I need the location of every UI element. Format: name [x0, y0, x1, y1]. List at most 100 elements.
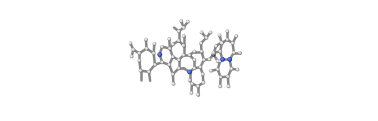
- Circle shape: [222, 58, 223, 60]
- Circle shape: [215, 45, 216, 46]
- Circle shape: [191, 83, 194, 85]
- Circle shape: [183, 54, 184, 55]
- Circle shape: [188, 70, 192, 74]
- Circle shape: [220, 41, 223, 44]
- Circle shape: [193, 50, 196, 53]
- Circle shape: [209, 31, 212, 34]
- Circle shape: [208, 58, 210, 60]
- Circle shape: [183, 44, 185, 47]
- Circle shape: [182, 34, 185, 37]
- Circle shape: [180, 20, 181, 21]
- Circle shape: [205, 37, 207, 38]
- Circle shape: [178, 40, 180, 42]
- Circle shape: [161, 45, 164, 48]
- Circle shape: [183, 27, 184, 28]
- Circle shape: [233, 52, 234, 53]
- Circle shape: [218, 50, 222, 53]
- Circle shape: [226, 75, 229, 78]
- Circle shape: [212, 53, 214, 55]
- Circle shape: [168, 63, 171, 66]
- Circle shape: [219, 85, 220, 87]
- Circle shape: [202, 73, 203, 75]
- Circle shape: [138, 59, 141, 62]
- Circle shape: [138, 52, 141, 55]
- Circle shape: [130, 55, 133, 58]
- Circle shape: [210, 69, 212, 72]
- Circle shape: [200, 31, 203, 34]
- Circle shape: [217, 68, 218, 70]
- Circle shape: [219, 60, 220, 61]
- Circle shape: [212, 52, 215, 54]
- Circle shape: [138, 52, 141, 55]
- Circle shape: [169, 47, 171, 50]
- Circle shape: [231, 42, 234, 45]
- Circle shape: [178, 30, 180, 33]
- Circle shape: [216, 68, 219, 71]
- Circle shape: [229, 58, 230, 60]
- Circle shape: [177, 58, 180, 61]
- Circle shape: [227, 76, 228, 77]
- Circle shape: [193, 59, 196, 62]
- Circle shape: [239, 51, 241, 54]
- Circle shape: [218, 34, 220, 36]
- Circle shape: [172, 43, 173, 45]
- Circle shape: [129, 42, 131, 43]
- Circle shape: [200, 50, 203, 53]
- Circle shape: [219, 50, 222, 53]
- Circle shape: [153, 43, 155, 44]
- Circle shape: [191, 83, 192, 84]
- Circle shape: [139, 70, 141, 71]
- Circle shape: [218, 85, 222, 88]
- Circle shape: [168, 64, 170, 65]
- Circle shape: [220, 42, 223, 45]
- Circle shape: [158, 53, 162, 57]
- Circle shape: [187, 20, 189, 23]
- Circle shape: [130, 55, 133, 58]
- Circle shape: [129, 42, 132, 45]
- Circle shape: [153, 43, 156, 45]
- Circle shape: [172, 83, 174, 84]
- Circle shape: [228, 58, 232, 61]
- Circle shape: [194, 59, 195, 60]
- Circle shape: [227, 85, 230, 88]
- Circle shape: [189, 71, 190, 72]
- Circle shape: [235, 34, 238, 37]
- Circle shape: [221, 57, 225, 61]
- Circle shape: [197, 85, 200, 88]
- Circle shape: [180, 20, 183, 23]
- Circle shape: [219, 76, 222, 79]
- Circle shape: [236, 68, 239, 71]
- Circle shape: [226, 30, 228, 31]
- Circle shape: [178, 30, 179, 31]
- Circle shape: [145, 47, 148, 50]
- Circle shape: [201, 51, 202, 52]
- Circle shape: [200, 42, 201, 43]
- Circle shape: [171, 73, 174, 76]
- Circle shape: [182, 54, 185, 57]
- Circle shape: [178, 67, 180, 70]
- Circle shape: [202, 82, 204, 83]
- Circle shape: [188, 79, 191, 82]
- Circle shape: [158, 53, 162, 56]
- Circle shape: [220, 42, 222, 43]
- Circle shape: [153, 52, 154, 54]
- Circle shape: [138, 52, 139, 54]
- Circle shape: [231, 42, 234, 45]
- Circle shape: [148, 71, 149, 72]
- Circle shape: [172, 73, 175, 76]
- Circle shape: [188, 70, 191, 73]
- Circle shape: [212, 53, 215, 56]
- Circle shape: [228, 58, 230, 60]
- Circle shape: [171, 43, 174, 46]
- Circle shape: [235, 35, 238, 38]
- Circle shape: [130, 55, 132, 57]
- Circle shape: [139, 69, 142, 72]
- Circle shape: [212, 52, 214, 53]
- Circle shape: [178, 59, 180, 62]
- Circle shape: [158, 53, 161, 56]
- Circle shape: [203, 59, 204, 60]
- Circle shape: [209, 31, 212, 34]
- Circle shape: [154, 64, 156, 66]
- Circle shape: [200, 42, 202, 45]
- Circle shape: [172, 82, 175, 85]
